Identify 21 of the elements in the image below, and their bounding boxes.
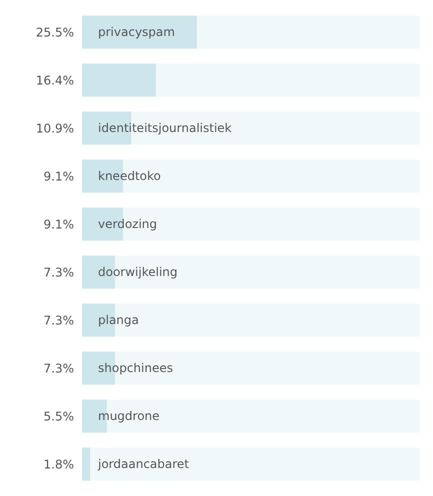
data-label: 7.3%	[44, 313, 74, 328]
y-tick-label: shopchinees	[98, 361, 173, 376]
bar	[82, 64, 156, 97]
y-tick-label: identiteitsjournalistiek	[98, 121, 232, 136]
data-label: 9.1%	[44, 169, 74, 184]
data-label: 7.3%	[44, 265, 74, 280]
data-label: 7.3%	[44, 361, 74, 376]
data-label: 9.1%	[44, 217, 74, 232]
y-tick-label: planga	[98, 313, 139, 328]
y-tick-label: kneedtoko	[98, 169, 161, 184]
y-tick-label: verdozing	[98, 217, 158, 232]
data-label: 1.8%	[44, 457, 74, 472]
data-label: 10.9%	[36, 121, 74, 136]
data-label: 5.5%	[44, 409, 74, 424]
bar	[82, 448, 90, 481]
y-tick-label: doorwijkeling	[98, 265, 178, 280]
y-tick-label: mugdrone	[98, 409, 160, 424]
data-label: 25.5%	[36, 25, 74, 40]
y-tick-label: jordaancabaret	[97, 457, 190, 472]
data-label: 16.4%	[36, 73, 74, 88]
y-tick-label: privacyspam	[98, 25, 175, 40]
